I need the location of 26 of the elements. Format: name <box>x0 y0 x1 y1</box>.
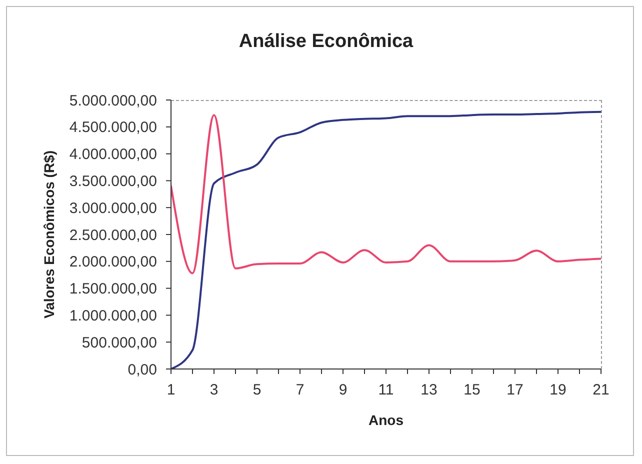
y-tick-label: 4.000.000,00 <box>69 146 157 164</box>
y-tick-label: 2.500.000,00 <box>69 226 157 244</box>
x-tick-label: 13 <box>420 382 438 399</box>
y-tick-label: 3.000.000,00 <box>69 200 157 217</box>
x-tick-label: 21 <box>592 382 610 399</box>
line-series <box>171 114 601 274</box>
y-tick-label: 2.000.000,00 <box>69 254 157 271</box>
y-tick-label: 1.000.000,00 <box>69 308 157 325</box>
y-tick-label: 0,00 <box>128 361 157 378</box>
x-tick-label: 17 <box>506 382 524 399</box>
x-tick-label: 3 <box>210 382 218 399</box>
x-tick-label: 11 <box>378 382 394 399</box>
chart-title: Análise Econômica <box>238 31 414 53</box>
x-tick-label: 9 <box>338 382 348 399</box>
x-tick-label: 19 <box>550 382 566 399</box>
y-tick-label: 1.500.000,00 <box>69 280 157 298</box>
x-tick-label: 15 <box>464 382 480 399</box>
y-tick-label: 500.000,00 <box>82 334 157 352</box>
x-tick-label: 7 <box>296 382 304 399</box>
y-tick-label: 5.000.000,00 <box>69 92 157 110</box>
y-axis-title: Valores Econômicos (R$) <box>40 150 57 319</box>
x-tick-label: 5 <box>252 382 262 399</box>
y-tick-label: 3.500.000,00 <box>69 173 157 190</box>
x-axis-title: Anos <box>368 412 404 428</box>
x-tick-label: 1 <box>166 382 176 399</box>
y-tick-label: 4.500.000,00 <box>69 119 157 136</box>
